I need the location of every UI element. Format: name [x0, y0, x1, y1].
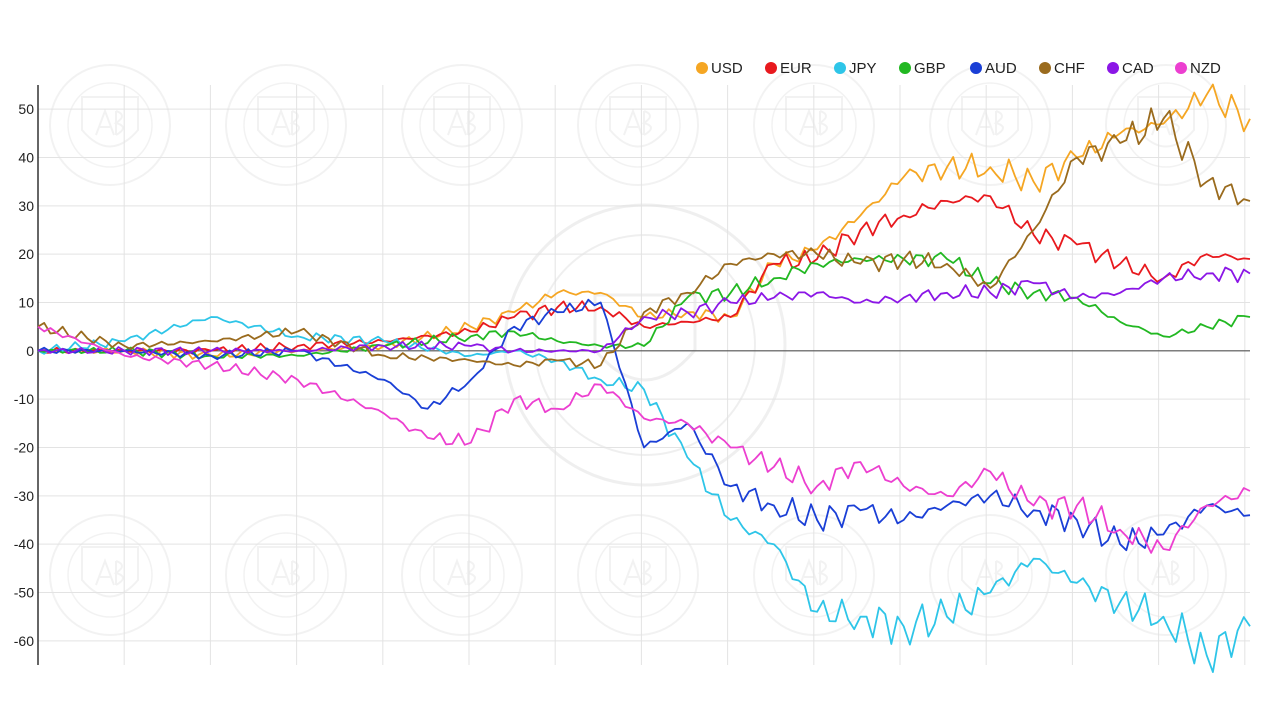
legend-swatch	[696, 62, 708, 74]
legend-label: CHF	[1054, 60, 1085, 77]
y-tick-label: 10	[18, 295, 34, 311]
series-line-aud	[37, 298, 1251, 552]
legend-swatch	[1175, 62, 1187, 74]
series-lines	[37, 83, 1251, 673]
watermark-seal	[225, 64, 347, 186]
watermark-seal	[401, 514, 523, 636]
legend-item-aud[interactable]: AUD	[970, 60, 1017, 77]
y-tick-label: -10	[14, 391, 34, 407]
legend-item-eur[interactable]: EUR	[765, 60, 812, 77]
legend-swatch	[1107, 62, 1119, 74]
legend-item-jpy[interactable]: JPY	[834, 60, 877, 77]
legend-swatch	[765, 62, 777, 74]
watermark-seal	[929, 514, 1051, 636]
watermark-seal	[577, 514, 699, 636]
y-tick-label: -40	[14, 536, 34, 552]
y-tick-label: -30	[14, 488, 34, 504]
series-line-eur	[37, 194, 1251, 355]
legend-label: EUR	[780, 60, 812, 77]
watermark-layer	[49, 64, 1227, 636]
series-line-cad	[37, 266, 1251, 357]
y-tick-label: 20	[18, 246, 34, 262]
watermark-seal-large	[503, 203, 787, 487]
legend: USD EUR JPY GBP AUD CHF CAD NZD	[696, 60, 1221, 77]
watermark-seal	[401, 64, 523, 186]
y-tick-label: 30	[18, 198, 34, 214]
legend-swatch	[1039, 62, 1051, 74]
watermark-seal	[225, 514, 347, 636]
series-line-chf	[37, 107, 1251, 370]
legend-label: JPY	[849, 60, 877, 77]
series-line-jpy	[37, 316, 1251, 673]
legend-item-cad[interactable]: CAD	[1107, 60, 1154, 77]
legend-item-chf[interactable]: CHF	[1039, 60, 1085, 77]
legend-label: USD	[711, 60, 743, 77]
y-tick-label: -50	[14, 585, 34, 601]
legend-label: NZD	[1190, 60, 1221, 77]
watermark-seal	[1105, 514, 1227, 636]
y-tick-label: 0	[26, 343, 34, 359]
watermark-seal	[577, 64, 699, 186]
legend-label: CAD	[1122, 60, 1154, 77]
series-line-nzd	[37, 325, 1251, 554]
y-tick-labels: 50 40 30 20 10 0 -10 -20 -30 -40 -50 -60	[14, 101, 34, 649]
y-tick-label: 50	[18, 101, 34, 117]
y-tick-label: -60	[14, 633, 34, 649]
y-tick-label: 40	[18, 150, 34, 166]
series-line-gbp	[37, 251, 1251, 360]
legend-swatch	[834, 62, 846, 74]
legend-label: GBP	[914, 60, 946, 77]
watermark-seal	[49, 64, 171, 186]
legend-item-nzd[interactable]: NZD	[1175, 60, 1221, 77]
legend-swatch	[970, 62, 982, 74]
legend-swatch	[899, 62, 911, 74]
legend-item-usd[interactable]: USD	[696, 60, 743, 77]
y-tick-label: -20	[14, 440, 34, 456]
watermark-seal	[1105, 64, 1227, 186]
legend-item-gbp[interactable]: GBP	[899, 60, 946, 77]
legend-label: AUD	[985, 60, 1017, 77]
watermark-seal	[49, 514, 171, 636]
